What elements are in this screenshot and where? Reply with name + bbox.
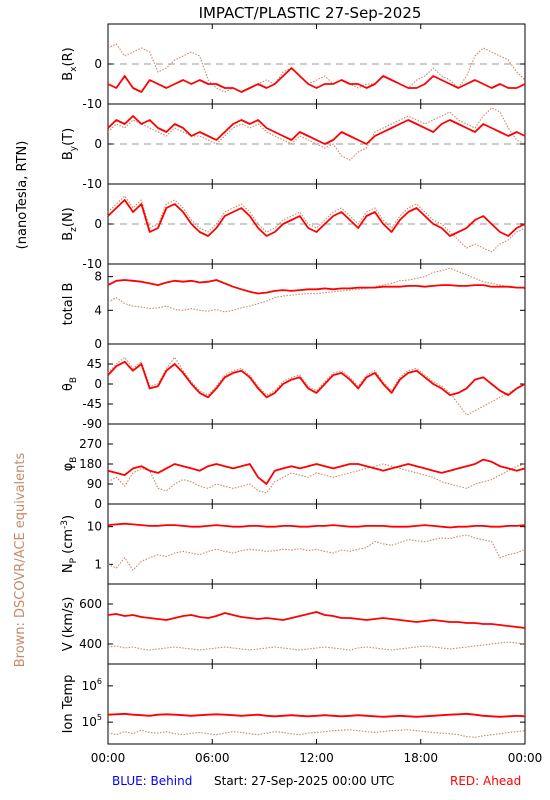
y-axis-label-theta: θB [61,377,79,391]
y-tick-label-theta: -45 [82,397,102,411]
series-equivalent-total [107,267,526,313]
panel-frame-np [107,503,526,585]
y-tick-label-bz: 0 [94,217,102,231]
y-tick-label-phi: 180 [79,457,102,471]
series-equivalent-v [107,641,526,651]
y-tick-label-np: 1 [94,557,102,571]
series-equivalent-temp [107,729,526,738]
x-tick-label: 12:00 [299,751,334,765]
y-tick-label-theta: 0 [94,377,102,391]
y-tick-label-by: 0 [94,137,102,151]
panel-frame-temp [107,663,526,745]
y-tick-label-phi: 90 [87,477,102,491]
series-ahead-theta [107,360,526,399]
equivalents-side-label: Brown: DSCOVR/ACE equivalents [13,453,28,668]
panel-frame-total [107,263,526,345]
y-axis-label-by: By(T) [61,128,79,160]
y-axis-label-phi: φB [61,457,79,472]
panel-frame-v [107,583,526,665]
y-tick-label-bx: -10 [82,97,102,111]
units-side-label: (nanoTesla, RTN) [15,141,30,250]
x-tick-label: 00:00 [508,751,543,765]
series-ahead-np [107,522,526,529]
y-axis-label-np: NP (cm-3) [60,515,79,573]
footer-ahead: RED: Ahead [450,774,521,788]
y-tick-label-phi: 270 [79,437,102,451]
y-tick-label-v: 600 [79,597,102,611]
y-tick-label-phi: 0 [94,497,102,511]
y-tick-label-total: 0 [94,337,102,351]
y-axis-label-v: V (km/s) [61,597,76,652]
y-tick-label-temp: 105 [82,713,102,729]
y-axis-label-total: total B [61,283,76,326]
x-tick-labels: 00:00 06:00 12:00 18:00 00:00 [91,751,543,765]
y-tick-label-theta: -90 [82,417,102,431]
x-tick-label: 00:00 [91,751,126,765]
footer-behind: BLUE: Behind [112,774,192,788]
panel-group: 0 -10 Bx(R) 0 -10 By(T) 0 -10 Bz(N) 0 4 8 total B 45 0… [60,23,526,745]
y-axis-label-temp: Ion Temp [61,675,76,734]
x-tick-label: 06:00 [195,751,230,765]
y-tick-label-total: 8 [94,270,102,284]
series-equivalent-bx [107,43,526,93]
y-tick-label-theta: 45 [87,357,102,371]
series-ahead-temp [107,712,526,718]
series-equivalent-theta [107,356,526,416]
y-tick-label-v: 400 [79,637,102,651]
x-tick-label: 18:00 [403,751,438,765]
series-equivalent-phi [107,463,526,494]
y-tick-label-total: 4 [94,303,102,317]
y-tick-label-bx: 0 [94,57,102,71]
series-ahead-by [107,115,526,145]
panel-frame-theta [107,343,526,425]
y-tick-label-np: 10 [87,520,102,534]
series-ahead-total [107,279,525,295]
y-tick-label-temp: 106 [82,677,102,693]
series-ahead-phi [107,458,526,485]
y-axis-label-bz: Bz(N) [61,207,79,241]
series-ahead-v [107,611,526,629]
chart-title: IMPACT/PLASTIC 27-Sep-2025 [199,4,422,22]
series-ahead-bz [107,199,526,237]
series-equivalent-np [107,534,526,571]
y-tick-label-by: -10 [82,177,102,191]
footer-start: Start: 27-Sep-2025 00:00 UTC [214,774,394,788]
series-ahead-bx [107,67,526,93]
y-axis-label-bx: Bx(R) [61,47,79,80]
y-tick-label-bz: -10 [82,257,102,271]
series-equivalent-by [107,107,526,161]
